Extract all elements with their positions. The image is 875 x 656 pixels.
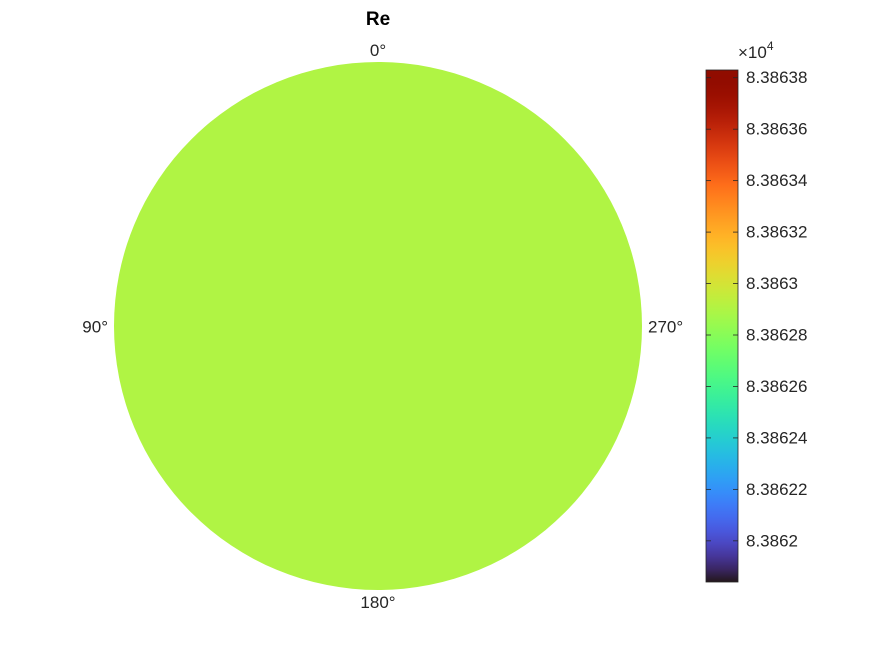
angle-tick-label: 270° [648,317,683,336]
colorbar-tick-label: 8.38632 [746,223,807,242]
colorbar-tick-label: 8.38624 [746,428,807,447]
angle-tick-label: 180° [360,593,395,612]
polar-surface [114,62,642,590]
chart-title: Re [366,9,390,30]
colorbar-tick-label: 8.3863 [746,274,798,293]
colorbar-tick-label: 8.38638 [746,68,807,87]
colorbar-tick-label: 8.38636 [746,120,807,139]
colorbar-tick-label: 8.38626 [746,377,807,396]
multiplier-base: ×10 [738,43,767,62]
colorbar-tick-label: 8.38622 [746,480,807,499]
colorbar-tick-label: 8.38628 [746,325,807,344]
angle-tick-label: 90° [82,317,108,336]
colorbar-tick-label: 8.38634 [746,171,807,190]
colorbar-multiplier: ×104 [738,39,774,62]
multiplier-exponent: 4 [767,39,774,53]
angle-tick-label: 0° [370,41,386,60]
colorbar [705,69,739,583]
colorbar-tick-label: 8.3862 [746,531,798,550]
